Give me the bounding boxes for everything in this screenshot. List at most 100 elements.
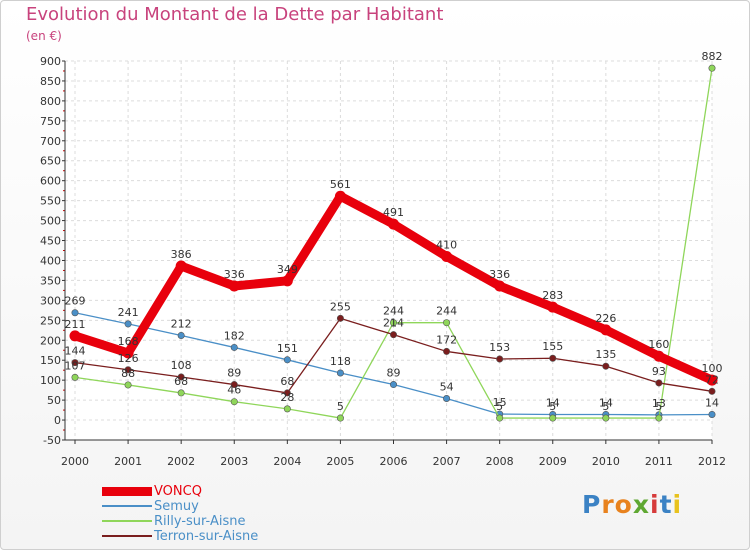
data-label: 168 (118, 335, 139, 348)
data-label: 211 (65, 318, 86, 331)
data-label: 93 (652, 365, 666, 378)
data-label: 155 (542, 340, 563, 353)
data-label: 118 (330, 355, 351, 368)
data-label: 5 (655, 400, 662, 413)
data-label: 182 (224, 329, 245, 342)
y-tick-label: 450 (40, 235, 61, 248)
y-tick-label: 350 (40, 274, 61, 287)
y-tick-label: 100 (40, 374, 61, 387)
data-point (71, 309, 79, 317)
data-point (69, 330, 81, 342)
axes: -50 0 50 100 150 200 250 300 350 400 450 500 550 600 6… (40, 55, 726, 468)
data-point (655, 379, 663, 387)
data-label: 336 (489, 268, 510, 281)
data-label: 54 (440, 381, 454, 394)
data-label: 255 (330, 300, 351, 313)
logo-letter: x (632, 490, 650, 519)
data-point (547, 301, 559, 313)
logo-letter: i (650, 490, 660, 519)
x-tick-label: 2006 (380, 455, 408, 468)
data-point (230, 343, 238, 351)
x-tick-label: 2001 (114, 455, 142, 468)
data-point (283, 389, 291, 397)
plot-area (65, 61, 712, 440)
data-point (175, 260, 187, 272)
y-tick-label: 0 (54, 414, 61, 427)
data-point (336, 314, 344, 322)
data-point (228, 280, 240, 292)
y-tick-label: 250 (40, 314, 61, 327)
logo-letter: i (672, 490, 683, 519)
data-label: 13 (652, 397, 666, 410)
y-tick-label: 700 (40, 135, 61, 148)
x-tick-label: 2002 (167, 455, 195, 468)
data-point (124, 320, 132, 328)
data-label: 283 (542, 289, 563, 302)
x-tick-label: 2005 (326, 455, 354, 468)
data-label: 5 (496, 400, 503, 413)
grid (65, 60, 713, 441)
legend-label: VONCQ (154, 484, 202, 499)
data-point (281, 275, 293, 287)
data-point (655, 414, 663, 422)
y-tick-label: 750 (40, 115, 61, 128)
y-tick-label: 200 (40, 334, 61, 347)
data-label: 89 (387, 367, 401, 380)
unit-label: (en €) (26, 29, 62, 43)
y-tick-label: 900 (40, 55, 61, 68)
y-tick-label: 650 (40, 155, 61, 168)
y-tick-label: 600 (40, 175, 61, 188)
data-point (334, 190, 346, 202)
data-label: 46 (227, 384, 241, 397)
data-point (706, 374, 718, 386)
data-label: 244 (383, 305, 404, 318)
data-point (230, 398, 238, 406)
y-tick-label: 300 (40, 294, 61, 307)
x-tick-label: 2011 (645, 455, 673, 468)
x-tick-label: 2003 (220, 455, 248, 468)
data-label: 336 (224, 268, 245, 281)
data-label: 14 (546, 396, 560, 409)
data-label: 28 (280, 391, 294, 404)
data-point (230, 381, 238, 389)
data-label: 269 (65, 295, 86, 308)
data-label: 126 (118, 352, 139, 365)
data-point (177, 331, 185, 339)
data-label: 153 (489, 341, 510, 354)
data-point (496, 355, 504, 363)
data-label: 561 (330, 178, 351, 191)
legend-swatch (102, 535, 152, 537)
data-point (336, 414, 344, 422)
data-label: 100 (702, 362, 723, 375)
chart-title: Evolution du Montant de la Dette par Hab… (26, 4, 444, 25)
data-point (443, 347, 451, 355)
data-label: 5 (602, 400, 609, 413)
data-point (124, 366, 132, 374)
logo-letter: o (614, 490, 633, 519)
legend-label: Terron-sur-Aisne (154, 529, 259, 544)
data-label: 410 (436, 238, 457, 251)
data-point (708, 64, 716, 72)
data-label: 144 (65, 345, 86, 358)
logo-letter: t (659, 490, 673, 519)
data-point (177, 373, 185, 381)
data-label: 68 (174, 375, 188, 388)
data-label: 226 (595, 312, 616, 325)
data-point (443, 319, 451, 327)
data-point (124, 381, 132, 389)
y-tick-label: 50 (47, 394, 61, 407)
data-point (71, 359, 79, 367)
data-point (177, 389, 185, 397)
data-label: 214 (383, 317, 404, 330)
y-tick-label: 150 (40, 354, 61, 367)
proxiti-logo: Proxiti (582, 490, 682, 519)
data-label: 212 (171, 317, 192, 330)
data-point (71, 373, 79, 381)
x-tick-label: 2000 (61, 455, 89, 468)
data-label: 107 (65, 359, 86, 372)
legend-label: Semuy (154, 499, 199, 514)
x-tick-label: 2009 (539, 455, 567, 468)
logo-letter: P (582, 490, 602, 519)
data-label: 5 (549, 400, 556, 413)
data-point (549, 414, 557, 422)
